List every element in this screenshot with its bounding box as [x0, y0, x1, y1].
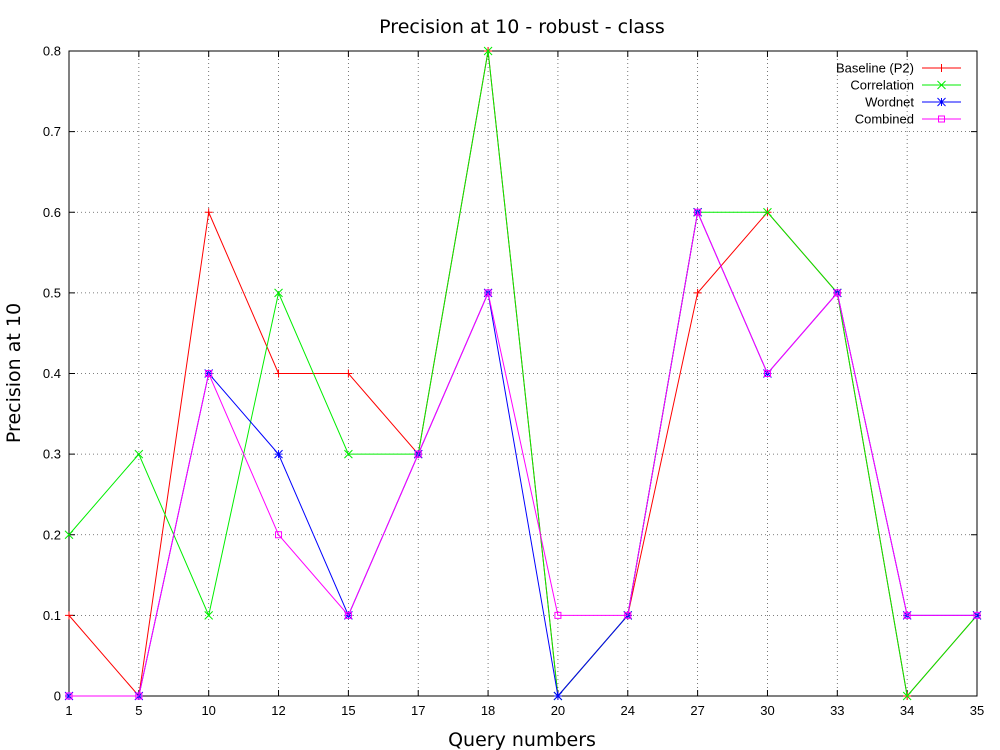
data-point-combined — [135, 692, 143, 700]
marker-stroke — [937, 80, 946, 90]
marker-stroke — [65, 692, 73, 700]
y-tick-label: 0.7 — [43, 124, 61, 139]
marker-stroke — [833, 289, 841, 297]
marker-stroke — [274, 288, 283, 298]
data-point-baseline-p2 — [693, 288, 702, 297]
marker-stroke — [694, 208, 702, 216]
data-point-combined — [275, 531, 283, 539]
data-point-correlation — [134, 449, 144, 459]
y-tick-label: 0.6 — [43, 205, 61, 220]
marker-stroke — [624, 611, 632, 619]
x-axis-title: Query numbers — [448, 729, 596, 750]
x-tick-label: 10 — [201, 703, 215, 718]
data-point-combined — [344, 611, 352, 619]
legend-label-wordnet: Wordnet — [865, 95, 914, 110]
x-tick-label: 34 — [900, 703, 914, 718]
data-point-combined — [484, 289, 492, 297]
series-group — [64, 46, 982, 701]
x-tick-label: 20 — [551, 703, 565, 718]
y-tick-label: 0.5 — [43, 285, 61, 300]
data-point-combined — [624, 611, 632, 619]
data-point-baseline-p2 — [274, 369, 283, 378]
data-point-baseline-p2 — [65, 611, 73, 620]
x-tick-label: 35 — [970, 703, 984, 718]
data-point-combined — [833, 289, 841, 297]
legend-marker-baseline-p2 — [937, 64, 946, 72]
marker-stroke — [902, 691, 912, 701]
data-point-combined — [903, 611, 911, 619]
data-point-combined — [763, 370, 771, 377]
marker-stroke — [903, 611, 911, 619]
y-axis-title: Precision at 10 — [3, 303, 25, 443]
marker-stroke — [274, 449, 283, 459]
marker-stroke — [973, 611, 981, 619]
x-tick-label: 18 — [481, 703, 495, 718]
marker-stroke — [204, 611, 214, 620]
legend-marker-wordnet — [937, 97, 946, 107]
marker-stroke — [344, 449, 353, 459]
data-point-correlation — [483, 46, 493, 56]
marker-stroke — [483, 46, 493, 56]
x-tick-label: 1 — [65, 703, 72, 718]
data-point-baseline-p2 — [344, 369, 353, 378]
marker-stroke — [64, 530, 74, 540]
marker-stroke — [344, 611, 352, 619]
marker-stroke — [135, 692, 143, 700]
data-point-combined — [973, 611, 981, 619]
data-point-correlation — [204, 611, 214, 620]
data-point-combined — [65, 692, 73, 700]
data-point-correlation — [344, 449, 353, 459]
legend-marker-correlation — [937, 80, 946, 90]
marker-stroke — [938, 115, 945, 123]
x-tick-label: 5 — [135, 703, 142, 718]
grid-lines — [69, 51, 977, 696]
marker-stroke — [275, 531, 283, 539]
data-point-correlation — [64, 530, 74, 540]
data-point-combined — [205, 370, 213, 377]
marker-stroke — [414, 450, 422, 458]
y-tick-label: 0 — [54, 689, 61, 704]
legend-label-correlation: Correlation — [850, 78, 914, 93]
x-tick-label: 12 — [271, 703, 285, 718]
x-tick-label: 30 — [760, 703, 774, 718]
data-point-wordnet — [553, 691, 563, 701]
y-tick-label: 0.2 — [43, 527, 61, 542]
data-point-baseline-p2 — [204, 208, 213, 217]
y-tick-label: 0.1 — [43, 608, 61, 623]
data-point-combined — [414, 450, 422, 458]
marker-stroke — [484, 289, 492, 297]
marker-stroke — [553, 691, 563, 701]
data-point-combined — [694, 208, 702, 216]
chart-title: Precision at 10 - robust - class — [379, 16, 665, 38]
y-tick-label: 0.8 — [43, 44, 61, 59]
legend-label-baseline-p2: Baseline (P2) — [836, 61, 914, 76]
x-tick-label: 27 — [690, 703, 704, 718]
x-tick-label: 15 — [341, 703, 355, 718]
data-point-correlation — [763, 207, 772, 217]
y-tick-label: 0.3 — [43, 447, 61, 462]
y-tick-label: 0.4 — [43, 366, 61, 381]
legend: Baseline (P2) Correlation Wordnet Combined — [836, 61, 961, 127]
x-tick-label: 24 — [621, 703, 635, 718]
legend-marker-combined — [938, 115, 945, 123]
marker-stroke — [554, 611, 562, 619]
data-point-wordnet — [274, 449, 283, 459]
series-line-correlation — [68, 50, 978, 698]
marker-stroke — [205, 370, 213, 377]
x-tick-label: 33 — [830, 703, 844, 718]
marker-stroke — [937, 97, 946, 107]
marker-stroke — [763, 370, 771, 377]
data-point-correlation — [902, 691, 912, 701]
legend-label-combined: Combined — [855, 112, 914, 127]
marker-stroke — [134, 449, 144, 459]
marker-stroke — [763, 207, 772, 217]
x-tick-label: 17 — [411, 703, 425, 718]
data-point-combined — [554, 611, 562, 619]
plot-frame — [68, 50, 978, 697]
axes: 00.10.20.30.40.50.60.70.81 5 10 12 15 17 18 20 2… — [43, 44, 984, 719]
series-line-combined — [69, 210, 977, 697]
data-point-correlation — [274, 288, 283, 298]
